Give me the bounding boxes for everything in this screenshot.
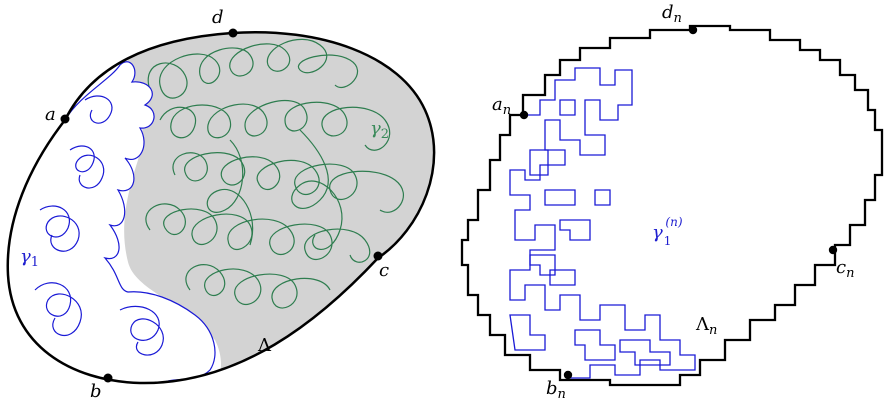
- point-a-n: [519, 110, 529, 120]
- label-d: d: [212, 7, 224, 28]
- label-b-n: bn: [546, 378, 566, 400]
- label-gamma1-n: γ1(n): [652, 215, 683, 248]
- curve-gamma1: [7, 61, 216, 384]
- domain-lambda-n-boundary: [460, 24, 884, 387]
- curve-gamma2: [145, 38, 404, 309]
- point-c-n: [828, 245, 838, 255]
- point-b: [103, 373, 113, 383]
- point-b-n: [563, 370, 573, 380]
- label-d-n: dn: [662, 2, 682, 26]
- point-a: [60, 114, 70, 124]
- label-c-n: cn: [836, 257, 854, 281]
- label-a-n: an: [492, 94, 511, 118]
- label-a: a: [45, 104, 56, 125]
- label-gamma2: γ2: [370, 118, 389, 142]
- label-lambda-n: Λn: [695, 314, 717, 338]
- label-c: c: [379, 260, 389, 281]
- right-panel: an bn cn dn Λn γ1(n): [460, 2, 884, 400]
- curve-gamma1-n: [509, 67, 696, 379]
- point-d: [228, 28, 238, 38]
- left-panel: a b c d Λ γ1 γ2: [6, 7, 436, 400]
- label-b: b: [90, 381, 102, 400]
- label-gamma1: γ1: [20, 246, 39, 270]
- point-c: [373, 251, 383, 261]
- point-d-n: [688, 25, 698, 35]
- label-lambda: Λ: [257, 335, 272, 356]
